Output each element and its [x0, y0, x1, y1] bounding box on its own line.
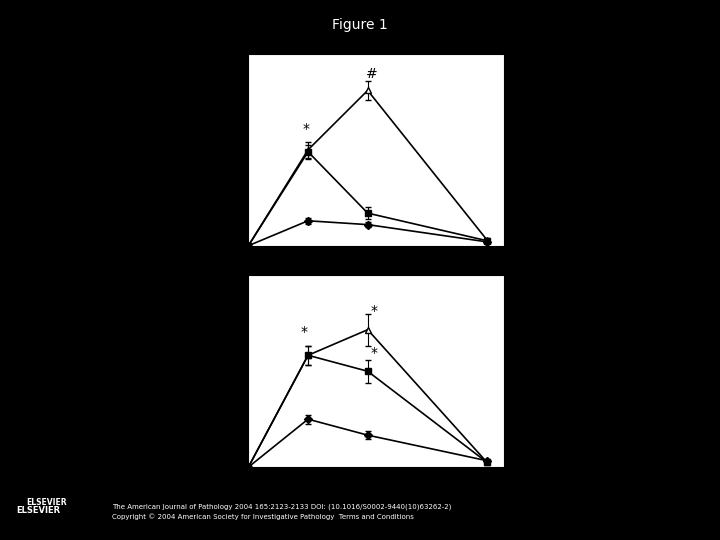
- Text: *: *: [300, 325, 307, 339]
- Text: Figure 1: Figure 1: [332, 18, 388, 32]
- Text: #: #: [366, 67, 378, 81]
- Text: ELSEVIER: ELSEVIER: [16, 506, 60, 515]
- Text: *: *: [371, 346, 377, 360]
- Text: The American Journal of Pathology 2004 165:2123-2133 DOI: (10.1016/S0002-9440(10: The American Journal of Pathology 2004 1…: [112, 503, 451, 510]
- Text: *: *: [302, 123, 310, 137]
- X-axis label: Days after infection: Days after infection: [318, 269, 435, 279]
- X-axis label: Days after infection: Days after infection: [318, 491, 435, 501]
- Text: *: *: [371, 304, 377, 318]
- Text: ELSEVIER: ELSEVIER: [27, 498, 67, 507]
- Text: Copyright © 2004 American Society for Investigative Pathology  Terms and Conditi: Copyright © 2004 American Society for In…: [112, 513, 413, 519]
- Y-axis label: Parasite burden (LDU): Parasite burden (LDU): [204, 89, 214, 211]
- Text: A: A: [202, 36, 213, 50]
- Text: B: B: [202, 258, 213, 272]
- Y-axis label: Parasite burden (LDU): Parasite burden (LDU): [204, 310, 214, 433]
